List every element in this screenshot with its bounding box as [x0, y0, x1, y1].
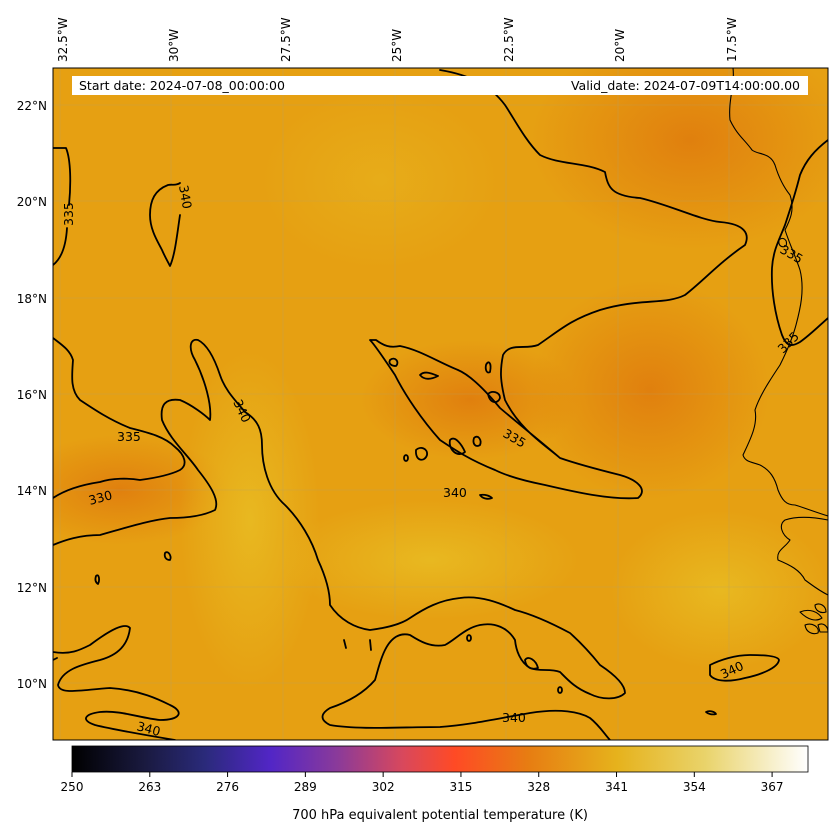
contour-label: 340 [443, 485, 467, 500]
colorbar: 250 263 276 289 302 315 328 341 354 367 [61, 745, 809, 794]
contour-label: 340 [502, 710, 526, 725]
lon-label: 27.5°W [279, 17, 293, 62]
lon-label: 17.5°W [725, 17, 739, 62]
lat-label: 18°N [17, 292, 47, 306]
contour-line [484, 361, 492, 374]
contour-line [487, 391, 501, 403]
colorbar-tick-label: 250 [61, 780, 84, 794]
contour-label: 335 [61, 202, 76, 226]
start-date-label: Start date: 2024-07-08_00:00:00 [79, 78, 285, 93]
contour-line [94, 574, 100, 585]
date-info-bar: Start date: 2024-07-08_00:00:00 Valid_da… [72, 76, 808, 95]
contour-line [53, 147, 72, 266]
field-patch [610, 510, 828, 670]
latitude-labels: 22°N 20°N 18°N 16°N 14°N 12°N 10°N [17, 99, 47, 691]
colorbar-tick-label: 276 [216, 780, 239, 794]
coastline-path [804, 623, 819, 635]
longitude-labels: 32.5°W 30°W 27.5°W 25°W 22.5°W 20°W 17.5… [56, 17, 739, 62]
field-patch [280, 500, 580, 620]
lat-label: 14°N [17, 484, 47, 498]
contour-label: 330 [87, 487, 114, 508]
contour-line [770, 139, 828, 346]
colorbar-title: 700 hPa equivalent potential temperature… [292, 808, 588, 823]
contour-line [479, 493, 493, 500]
contour-line [448, 437, 466, 455]
contour-line [53, 657, 58, 661]
gridlines [53, 68, 828, 740]
lat-label: 22°N [17, 99, 47, 113]
valid-date-label: Valid_date: 2024-07-09T14:00:00.00 [571, 78, 800, 93]
contour-line [705, 710, 717, 716]
colorbar-tick-label: 302 [372, 780, 395, 794]
colorbar-gradient [71, 745, 809, 773]
contours [53, 69, 828, 740]
contour-line [53, 338, 626, 740]
contour-line [557, 686, 563, 694]
contour-line [149, 182, 181, 267]
colorbar-tick-label: 328 [527, 780, 550, 794]
date-info-background [72, 76, 808, 95]
lat-label: 20°N [17, 195, 47, 209]
colorbar-tick-label: 341 [605, 780, 628, 794]
coastline-path [777, 516, 828, 596]
contour-label: 335 [117, 429, 141, 444]
coastline-path [799, 609, 823, 621]
contour-line [369, 69, 748, 500]
contour-line [466, 634, 472, 642]
contour-line [472, 435, 482, 447]
field-patch [530, 280, 770, 500]
lat-label: 10°N [17, 677, 47, 691]
contour-line [709, 654, 780, 682]
contour-line [415, 447, 428, 461]
contour-label: 340 [176, 184, 195, 210]
contour-line [343, 639, 372, 651]
contour-line [403, 454, 409, 462]
lon-label: 25°W [390, 29, 404, 62]
lon-label: 30°W [167, 29, 181, 62]
colorbar-tick-label: 289 [294, 780, 317, 794]
contour-line [388, 357, 399, 367]
colorbar-tick-label: 354 [683, 780, 706, 794]
field-patch [180, 350, 320, 690]
coastline [729, 68, 828, 635]
colorbar-tick-label: 367 [761, 780, 784, 794]
coastline-path [817, 623, 828, 633]
map-frame [52, 67, 829, 741]
contour-line [53, 337, 186, 499]
map-panel: 335 340 340 335 330 340 335 340 335 335 … [52, 67, 829, 741]
lon-label: 22.5°W [502, 17, 516, 62]
colorbar-ticks: 250 263 276 289 302 315 328 341 354 367 [61, 772, 784, 794]
contour-label: 340 [135, 718, 162, 739]
colorbar-tick-label: 315 [449, 780, 472, 794]
lat-label: 16°N [17, 388, 47, 402]
field-patch [260, 90, 500, 270]
colorbar-tick-label: 263 [138, 780, 161, 794]
field-patch [530, 68, 828, 250]
coastline-path [729, 68, 828, 517]
lon-label: 32.5°W [56, 17, 70, 62]
contour-line [419, 371, 439, 380]
lat-label: 12°N [17, 581, 47, 595]
contour-line [53, 625, 180, 740]
contour-line [163, 551, 172, 561]
coastline-path [814, 603, 827, 614]
coastline-path [778, 237, 787, 248]
lon-label: 20°W [613, 29, 627, 62]
contour-line [524, 657, 539, 670]
